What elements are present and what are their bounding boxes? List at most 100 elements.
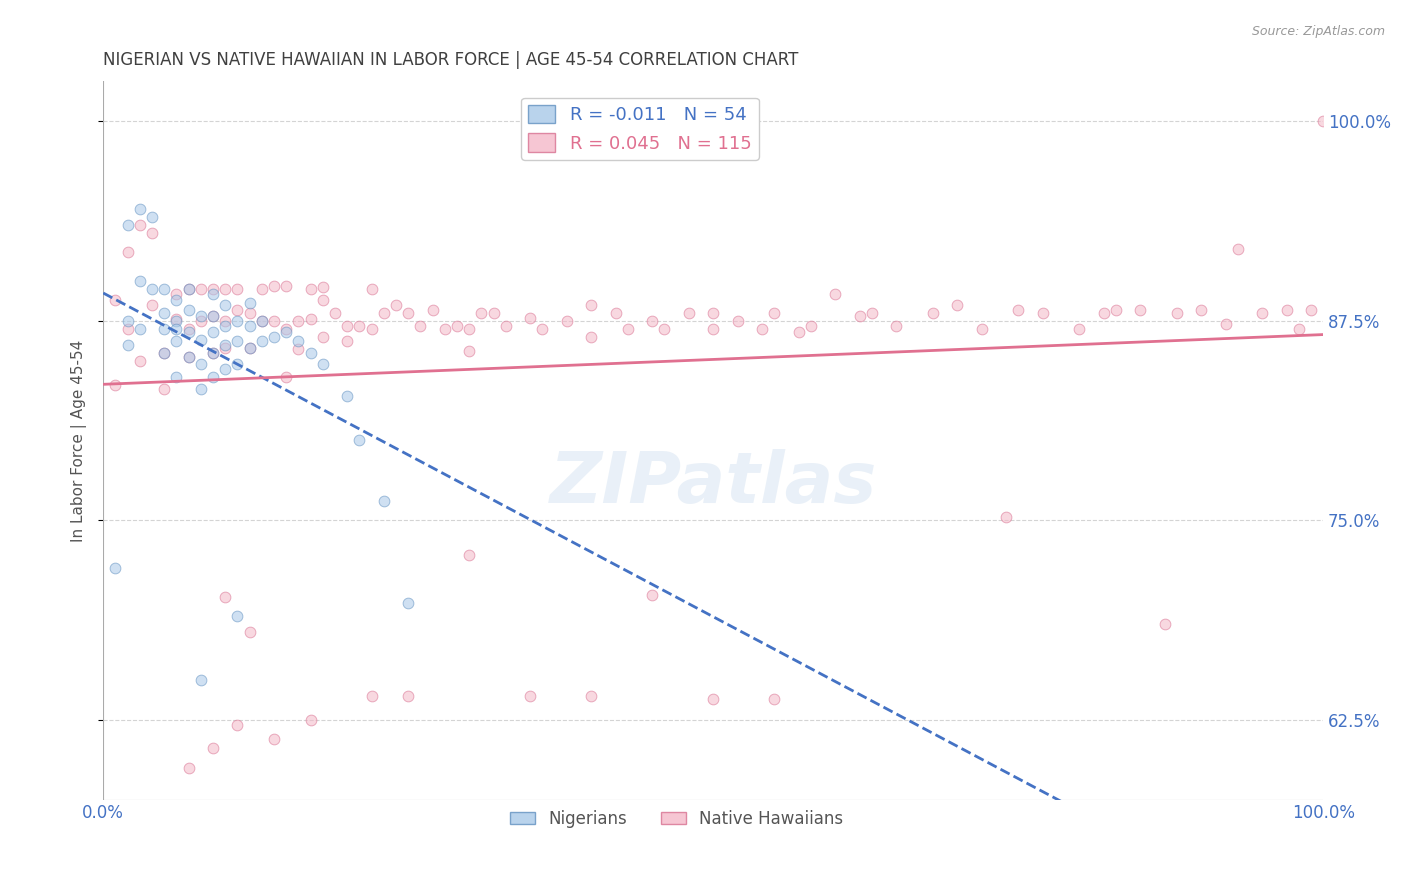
Native Hawaiians: [1166, 306, 1188, 320]
Native Hawaiians: [458, 344, 481, 359]
Native Hawaiians: [239, 341, 262, 355]
Nigerians: [128, 322, 150, 336]
Nigerians: [226, 609, 249, 624]
Native Hawaiians: [190, 282, 212, 296]
Native Hawaiians: [214, 341, 236, 355]
Nigerians: [190, 357, 212, 371]
Native Hawaiians: [946, 298, 969, 312]
Native Hawaiians: [177, 761, 200, 775]
Nigerians: [177, 302, 200, 317]
Nigerians: [153, 345, 176, 359]
Native Hawaiians: [824, 286, 846, 301]
Native Hawaiians: [226, 282, 249, 296]
Native Hawaiians: [579, 329, 602, 343]
Native Hawaiians: [226, 717, 249, 731]
Nigerians: [201, 309, 224, 323]
Native Hawaiians: [1312, 114, 1334, 128]
Native Hawaiians: [1032, 306, 1054, 320]
Native Hawaiians: [1251, 306, 1274, 320]
Native Hawaiians: [970, 322, 993, 336]
Native Hawaiians: [531, 322, 554, 336]
Native Hawaiians: [1153, 617, 1175, 632]
Nigerians: [201, 345, 224, 359]
Native Hawaiians: [1288, 322, 1310, 336]
Text: ZIPatlas: ZIPatlas: [550, 449, 877, 518]
Native Hawaiians: [396, 689, 419, 703]
Native Hawaiians: [226, 302, 249, 317]
Native Hawaiians: [921, 306, 943, 320]
Native Hawaiians: [519, 310, 541, 325]
Native Hawaiians: [1275, 302, 1298, 317]
Nigerians: [117, 314, 139, 328]
Native Hawaiians: [1215, 317, 1237, 331]
Nigerians: [263, 329, 285, 343]
Native Hawaiians: [495, 318, 517, 333]
Nigerians: [190, 383, 212, 397]
Native Hawaiians: [312, 280, 335, 294]
Native Hawaiians: [1299, 302, 1322, 317]
Native Hawaiians: [763, 692, 786, 706]
Native Hawaiians: [276, 278, 298, 293]
Nigerians: [104, 561, 127, 575]
Native Hawaiians: [263, 278, 285, 293]
Nigerians: [141, 282, 163, 296]
Native Hawaiians: [201, 282, 224, 296]
Nigerians: [336, 389, 359, 403]
Text: Source: ZipAtlas.com: Source: ZipAtlas.com: [1251, 25, 1385, 38]
Nigerians: [239, 318, 262, 333]
Nigerians: [201, 286, 224, 301]
Native Hawaiians: [482, 306, 505, 320]
Native Hawaiians: [128, 353, 150, 368]
Nigerians: [250, 314, 273, 328]
Native Hawaiians: [433, 322, 456, 336]
Native Hawaiians: [702, 306, 724, 320]
Nigerians: [177, 282, 200, 296]
Native Hawaiians: [128, 218, 150, 232]
Native Hawaiians: [458, 549, 481, 563]
Nigerians: [141, 210, 163, 224]
Native Hawaiians: [555, 314, 578, 328]
Native Hawaiians: [579, 689, 602, 703]
Native Hawaiians: [299, 282, 322, 296]
Native Hawaiians: [201, 345, 224, 359]
Nigerians: [128, 274, 150, 288]
Native Hawaiians: [848, 309, 870, 323]
Native Hawaiians: [117, 322, 139, 336]
Native Hawaiians: [250, 282, 273, 296]
Native Hawaiians: [470, 306, 492, 320]
Nigerians: [153, 322, 176, 336]
Native Hawaiians: [727, 314, 749, 328]
Native Hawaiians: [409, 318, 432, 333]
Native Hawaiians: [1226, 242, 1249, 256]
Native Hawaiians: [641, 588, 664, 602]
Native Hawaiians: [605, 306, 627, 320]
Native Hawaiians: [299, 312, 322, 326]
Native Hawaiians: [396, 306, 419, 320]
Native Hawaiians: [312, 293, 335, 307]
Native Hawaiians: [994, 510, 1017, 524]
Native Hawaiians: [276, 322, 298, 336]
Native Hawaiians: [165, 312, 187, 326]
Native Hawaiians: [519, 689, 541, 703]
Native Hawaiians: [153, 345, 176, 359]
Nigerians: [177, 325, 200, 339]
Native Hawaiians: [323, 306, 346, 320]
Nigerians: [276, 325, 298, 339]
Native Hawaiians: [1129, 302, 1152, 317]
Native Hawaiians: [702, 322, 724, 336]
Native Hawaiians: [312, 329, 335, 343]
Legend: Nigerians, Native Hawaiians: Nigerians, Native Hawaiians: [503, 803, 849, 834]
Nigerians: [239, 341, 262, 355]
Nigerians: [214, 361, 236, 376]
Native Hawaiians: [373, 306, 395, 320]
Native Hawaiians: [287, 314, 309, 328]
Native Hawaiians: [214, 314, 236, 328]
Native Hawaiians: [165, 286, 187, 301]
Native Hawaiians: [360, 322, 382, 336]
Native Hawaiians: [299, 713, 322, 727]
Nigerians: [190, 673, 212, 687]
Nigerians: [165, 314, 187, 328]
Native Hawaiians: [1007, 302, 1029, 317]
Native Hawaiians: [1092, 306, 1115, 320]
Native Hawaiians: [190, 314, 212, 328]
